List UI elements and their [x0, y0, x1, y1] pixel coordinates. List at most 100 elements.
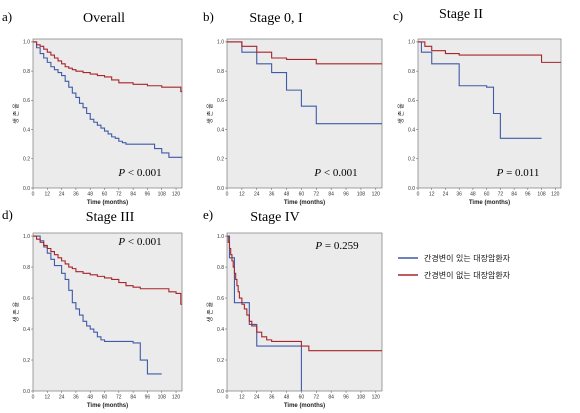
x-tick-label: 96 — [145, 395, 151, 401]
y-tick-label: 0.4 — [23, 127, 30, 133]
survival-curve-without-cirrhosis — [33, 41, 182, 93]
x-tick-label: 120 — [172, 395, 181, 401]
y-tick-label: 0.0 — [408, 186, 415, 192]
y-axis-label: 생 존 율 — [12, 103, 20, 124]
x-tick-label: 60 — [102, 395, 108, 401]
x-tick-label: 72 — [116, 395, 122, 401]
x-tick-label: 24 — [443, 192, 449, 198]
y-tick-label: 0.4 — [217, 327, 224, 333]
x-tick-label: 120 — [172, 192, 181, 198]
survival-curve-without-cirrhosis — [33, 235, 182, 305]
x-tick-label: 24 — [59, 192, 65, 198]
y-tick-label: 0.0 — [217, 389, 224, 395]
x-tick-label: 48 — [87, 395, 93, 401]
panel-title: Stage III — [86, 210, 135, 225]
y-tick-label: 0.2 — [23, 358, 30, 364]
x-tick-label: 96 — [343, 192, 349, 198]
x-tick-label: 24 — [254, 395, 260, 401]
panel-letter: e) — [203, 207, 213, 222]
survival-curve-with-cirrhosis — [418, 41, 542, 139]
y-tick-label: 1.0 — [217, 234, 224, 240]
x-tick-label: 0 — [32, 192, 35, 198]
x-axis-label: Time (months) — [469, 200, 510, 206]
x-tick-label: 12 — [429, 192, 435, 198]
x-tick-label: 48 — [284, 192, 290, 198]
y-tick-label: 0.6 — [217, 296, 224, 302]
x-tick-label: 48 — [284, 395, 290, 401]
panel-title: Overall — [83, 11, 125, 26]
panel-title: Stage IV — [250, 210, 299, 225]
x-tick-label: 108 — [357, 192, 366, 198]
y-axis-label: 생 존 율 — [206, 103, 214, 124]
y-tick-label: 1.0 — [23, 234, 30, 240]
panel-letter: b) — [203, 9, 214, 24]
survival-curve-without-cirrhosis — [227, 41, 382, 65]
y-tick-label: 0.2 — [217, 358, 224, 364]
x-tick-label: 12 — [239, 192, 245, 198]
chart-panel-4: 0.0 0.2 0.4 0.6 0.8 1.0 0 12 24 36 48 60 72 84 96 108 12… — [2, 207, 183, 409]
x-tick-label: 84 — [328, 395, 334, 401]
survival-curve-without-cirrhosis — [227, 235, 382, 352]
y-tick-label: 1.0 — [217, 40, 224, 46]
plot-area — [32, 232, 183, 392]
y-axis-label: 생 존 율 — [397, 103, 405, 124]
y-tick-label: 0.4 — [217, 127, 224, 133]
y-tick-label: 0.6 — [23, 98, 30, 104]
y-tick-label: 0.4 — [408, 127, 415, 133]
y-tick-label: 0.2 — [23, 157, 30, 163]
y-tick-label: 0.2 — [408, 157, 415, 163]
x-tick-label: 72 — [116, 192, 122, 198]
x-tick-label: 48 — [470, 192, 476, 198]
x-axis-label: Time (months) — [87, 403, 128, 409]
plot-area — [226, 232, 383, 392]
plot-area — [32, 38, 183, 189]
x-axis-label: Time (months) — [87, 200, 128, 206]
x-tick-label: 108 — [158, 395, 167, 401]
y-tick-label: 0.0 — [217, 186, 224, 192]
x-tick-label: 96 — [145, 192, 151, 198]
y-tick-label: 0.8 — [23, 69, 30, 75]
x-tick-label: 108 — [158, 192, 167, 198]
panel-title: Stage 0, I — [249, 11, 303, 26]
y-axis-label: 생 존 율 — [206, 301, 214, 322]
x-tick-label: 84 — [130, 192, 136, 198]
x-tick-label: 108 — [537, 192, 546, 198]
p-value: P = 0.259 — [314, 240, 359, 252]
plot-area — [226, 38, 383, 189]
p-value: P < 0.001 — [117, 167, 161, 179]
x-tick-label: 0 — [417, 192, 420, 198]
panel-letter: c) — [393, 8, 403, 23]
x-tick-label: 108 — [357, 395, 366, 401]
x-tick-label: 0 — [32, 395, 35, 401]
x-tick-label: 24 — [254, 192, 260, 198]
chart-panel-5: 0.0 0.2 0.4 0.6 0.8 1.0 0 12 24 36 48 60 72 84 96 108 12… — [203, 207, 383, 409]
x-tick-label: 84 — [130, 395, 136, 401]
chart-panel-3: 0.0 0.2 0.4 0.6 0.8 1.0 0 12 24 36 48 60 72 84 96 108 12… — [393, 7, 562, 206]
p-value: P = 0.011 — [496, 167, 540, 179]
x-tick-label: 12 — [45, 192, 51, 198]
x-tick-label: 12 — [239, 395, 245, 401]
y-tick-label: 0.4 — [23, 327, 30, 333]
x-tick-label: 120 — [551, 192, 560, 198]
x-tick-label: 36 — [269, 395, 275, 401]
x-tick-label: 72 — [498, 192, 504, 198]
x-tick-label: 60 — [299, 192, 305, 198]
y-tick-label: 0.2 — [217, 157, 224, 163]
chart-panel-1: 0.0 0.2 0.4 0.6 0.8 1.0 0 12 24 36 48 60 72 84 96 108 12… — [2, 9, 183, 206]
x-tick-label: 36 — [73, 395, 79, 401]
x-tick-label: 84 — [511, 192, 517, 198]
x-tick-label: 60 — [102, 192, 108, 198]
x-tick-label: 36 — [456, 192, 462, 198]
x-axis-label: Time (months) — [284, 403, 325, 409]
legend-entry: 간경변이 없는 대장암환자 — [424, 270, 511, 280]
survival-curve-with-cirrhosis — [227, 235, 302, 391]
x-tick-label: 84 — [328, 192, 334, 198]
survival-curve-with-cirrhosis — [33, 235, 162, 375]
plot-area — [417, 38, 562, 189]
y-tick-label: 0.8 — [217, 69, 224, 75]
x-tick-label: 60 — [484, 192, 490, 198]
y-tick-label: 1.0 — [23, 40, 30, 46]
x-tick-label: 96 — [343, 395, 349, 401]
panel-title: Stage II — [439, 7, 483, 22]
